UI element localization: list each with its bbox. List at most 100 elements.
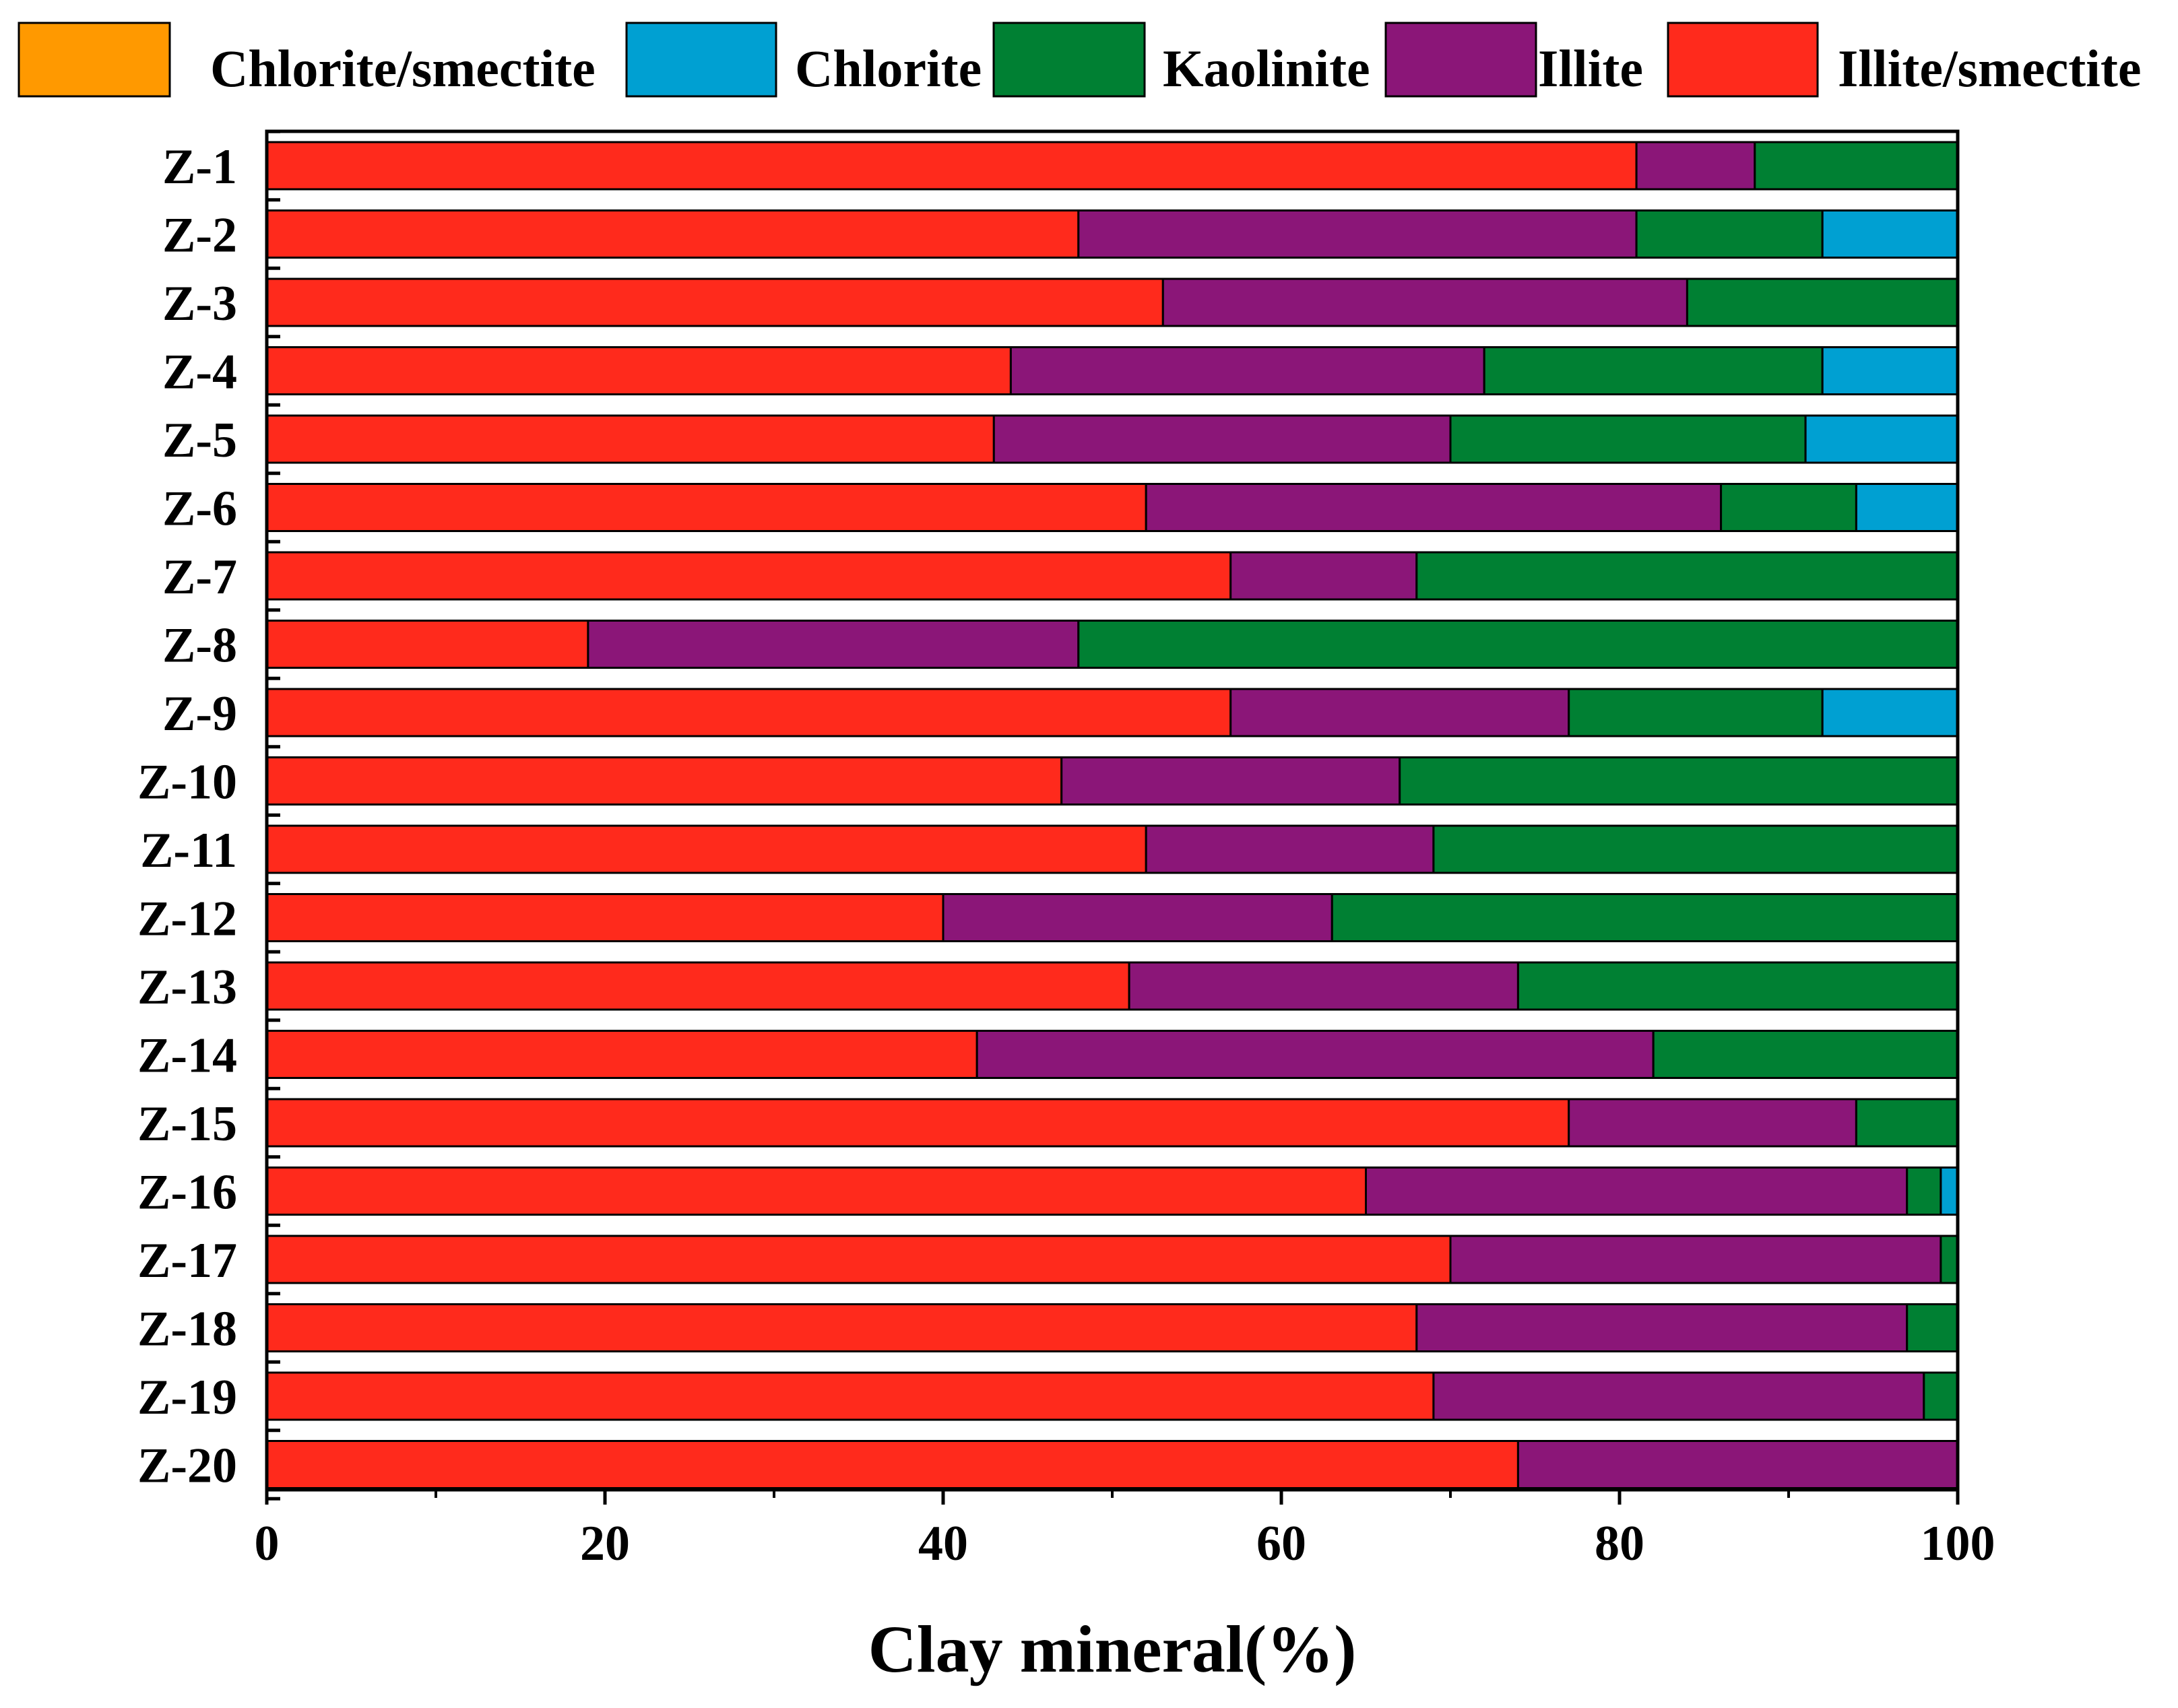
bar-segment-illite bbox=[1161, 277, 1688, 327]
bar-segment-kaolinite bbox=[1432, 824, 1959, 874]
category-label: Z-15 bbox=[137, 1096, 237, 1152]
legend-swatch bbox=[1667, 22, 1819, 98]
x-tick-label: 60 bbox=[1256, 1516, 1306, 1571]
bar-segment-illite-smectite bbox=[265, 824, 1147, 874]
bar-segment-kaolinite bbox=[1923, 1371, 1959, 1421]
legend-swatch bbox=[18, 22, 171, 98]
legend-item-kaolinite: Kaolinite bbox=[992, 22, 1370, 98]
bar-segment-illite-smectite bbox=[265, 620, 589, 669]
bar-segment-kaolinite bbox=[1516, 961, 1959, 1011]
category-label: Z-19 bbox=[137, 1370, 237, 1425]
bar-segment-kaolinite bbox=[1720, 483, 1857, 532]
bar-row-z-8: Z-8 bbox=[162, 618, 1959, 674]
category-label: Z-13 bbox=[137, 960, 237, 1015]
category-label: Z-20 bbox=[137, 1439, 237, 1494]
x-tick-label: 40 bbox=[918, 1516, 968, 1571]
category-label: Z-7 bbox=[162, 550, 237, 605]
bar-row-z-18: Z-18 bbox=[137, 1302, 1959, 1357]
bar-segment-kaolinite bbox=[1077, 620, 1959, 669]
bar-row-z-1: Z-1 bbox=[162, 139, 1959, 195]
bar-segment-illite bbox=[587, 620, 1080, 669]
bar-segment-kaolinite bbox=[1754, 141, 1959, 191]
legend-item-chlorite-smectite: Chlorite/smectite bbox=[18, 22, 596, 98]
bar-row-z-12: Z-12 bbox=[137, 892, 1959, 947]
bar-segment-illite-smectite bbox=[265, 209, 1080, 259]
bar-segment-illite bbox=[942, 893, 1333, 942]
x-tick-label: 80 bbox=[1595, 1516, 1644, 1571]
category-label: Z-16 bbox=[137, 1165, 237, 1220]
bar-segment-illite-smectite bbox=[265, 483, 1147, 532]
bar-row-z-3: Z-3 bbox=[162, 276, 1959, 331]
bar-row-z-6: Z-6 bbox=[162, 482, 1959, 537]
bar-row-z-7: Z-7 bbox=[162, 550, 1959, 605]
bar-segment-kaolinite bbox=[1652, 1030, 1959, 1079]
bar-segment-kaolinite bbox=[1906, 1303, 1959, 1352]
bar-segment-illite bbox=[1365, 1167, 1909, 1216]
bar-segment-kaolinite bbox=[1568, 688, 1824, 737]
bar-segment-kaolinite bbox=[1855, 1098, 1959, 1148]
bar-segment-kaolinite bbox=[1415, 551, 1959, 601]
bar-segment-illite-smectite bbox=[265, 1371, 1435, 1421]
bar-segment-kaolinite bbox=[1331, 893, 1959, 942]
legend: Chlorite/smectite Chlorite Kaolinite Illite… bbox=[18, 22, 2141, 98]
bar-segment-illite-smectite bbox=[265, 1235, 1452, 1284]
bar-segment-chlorite bbox=[1821, 688, 1959, 737]
plot-frame bbox=[265, 129, 1960, 1492]
category-label: Z-12 bbox=[137, 892, 237, 947]
legend-label: Illite bbox=[1538, 39, 1643, 98]
legend-label: Chlorite/smectite bbox=[210, 39, 596, 98]
bar-segment-illite-smectite bbox=[265, 141, 1638, 191]
bar-segment-illite bbox=[1415, 1303, 1909, 1352]
category-label: Z-11 bbox=[140, 823, 237, 878]
bar-segment-illite-smectite bbox=[265, 414, 995, 464]
legend-label: Kaolinite bbox=[1163, 39, 1370, 98]
category-label: Z-17 bbox=[137, 1233, 237, 1288]
bar-segment-chlorite bbox=[1855, 483, 1959, 532]
category-label: Z-18 bbox=[137, 1302, 237, 1357]
bar-segment-chlorite bbox=[1940, 1167, 1959, 1216]
bar-segment-illite bbox=[1568, 1098, 1857, 1148]
bar-segment-illite bbox=[1077, 209, 1638, 259]
bar-row-z-11: Z-11 bbox=[140, 823, 1959, 878]
bar-segment-illite bbox=[1145, 483, 1723, 532]
bar-segment-illite bbox=[975, 1030, 1655, 1079]
category-label: Z-5 bbox=[162, 413, 237, 468]
bar-segment-illite bbox=[1145, 824, 1435, 874]
bar-segment-illite bbox=[992, 414, 1452, 464]
bar-segment-kaolinite bbox=[1483, 346, 1824, 395]
bar-segment-kaolinite bbox=[1399, 756, 1959, 806]
bar-segment-illite-smectite bbox=[265, 756, 1063, 806]
bar-row-z-5: Z-5 bbox=[162, 413, 1959, 468]
bar-segment-kaolinite bbox=[1940, 1235, 1959, 1284]
bar-segment-illite bbox=[1128, 961, 1519, 1011]
legend-item-illite-smectite: Illite/smectite bbox=[1667, 22, 2141, 98]
x-tick-label: 0 bbox=[255, 1516, 280, 1571]
bar-row-z-2: Z-2 bbox=[162, 208, 1959, 263]
bar-row-z-19: Z-19 bbox=[137, 1370, 1959, 1425]
bar-row-z-20: Z-20 bbox=[137, 1439, 1959, 1494]
bars-group: Z-1 Z-2 Z-3 Z-4 Z-5 Z-6 Z-7 Z-8 Z-9 Z-10 Z-11 Z-12 Z… bbox=[137, 139, 1959, 1494]
bar-segment-illite bbox=[1060, 756, 1401, 806]
bar-segment-illite-smectite bbox=[265, 1098, 1570, 1148]
bar-segment-chlorite bbox=[1804, 414, 1959, 464]
bar-segment-kaolinite bbox=[1449, 414, 1807, 464]
bar-row-z-16: Z-16 bbox=[137, 1165, 1959, 1220]
legend-swatch bbox=[992, 22, 1146, 98]
legend-label: Illite/smectite bbox=[1838, 39, 2141, 98]
legend-item-chlorite: Chlorite bbox=[625, 22, 982, 98]
bar-row-z-10: Z-10 bbox=[137, 755, 1959, 810]
bar-segment-illite-smectite bbox=[265, 893, 944, 942]
bar-row-z-14: Z-14 bbox=[137, 1028, 1959, 1084]
bar-segment-illite-smectite bbox=[265, 277, 1164, 327]
bar-segment-illite-smectite bbox=[265, 961, 1130, 1011]
legend-swatch bbox=[1384, 22, 1537, 98]
bar-segment-kaolinite bbox=[1686, 277, 1959, 327]
bar-segment-chlorite bbox=[1821, 346, 1959, 395]
bar-row-z-9: Z-9 bbox=[162, 686, 1959, 742]
bar-row-z-15: Z-15 bbox=[137, 1096, 1959, 1152]
axes-group: 0 20 40 60 80 100 bbox=[255, 129, 1995, 1571]
bar-row-z-17: Z-17 bbox=[137, 1233, 1959, 1288]
category-label: Z-1 bbox=[162, 139, 237, 195]
